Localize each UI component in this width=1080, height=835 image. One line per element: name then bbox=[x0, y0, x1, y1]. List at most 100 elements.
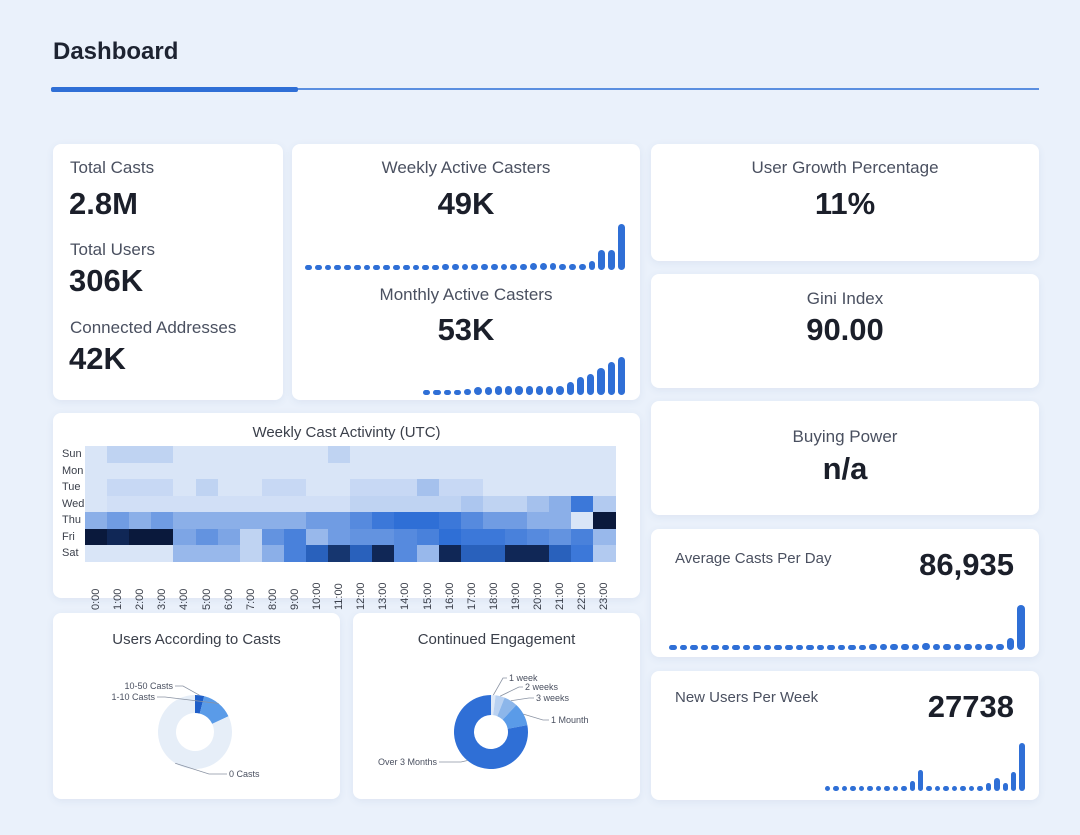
heatmap-cell bbox=[482, 512, 506, 529]
wac-bar bbox=[363, 265, 371, 270]
heatmap-cell bbox=[328, 495, 351, 513]
heatmap-cell bbox=[571, 545, 594, 562]
new-users-bar bbox=[968, 786, 975, 791]
heatmap-hour-label: 10:00 bbox=[311, 581, 323, 610]
heatmap-cell bbox=[129, 528, 152, 546]
heatmap-cell bbox=[571, 512, 594, 529]
heatmap-hour-label: 23:00 bbox=[598, 581, 611, 610]
heatmap-cell bbox=[195, 545, 219, 562]
header-divider bbox=[51, 88, 1039, 90]
average-casts-value: 86,935 bbox=[919, 547, 1014, 582]
heatmap-day-label: Sat bbox=[62, 547, 79, 559]
heatmap-cell bbox=[593, 446, 616, 463]
mac-sparkline bbox=[423, 357, 625, 395]
wac-bar bbox=[383, 265, 391, 270]
wac-bar bbox=[314, 265, 322, 270]
wac-bar bbox=[334, 265, 342, 270]
heatmap-cell bbox=[549, 495, 572, 513]
mac-bar bbox=[525, 385, 533, 395]
average-casts-label: Average Casts Per Day bbox=[675, 550, 832, 567]
new-users-bar bbox=[833, 786, 839, 791]
heatmap-cell bbox=[350, 495, 373, 513]
heatmap-cell bbox=[85, 495, 108, 513]
wac-bar bbox=[393, 265, 400, 270]
heatmap-cell bbox=[372, 446, 395, 463]
mac-bar bbox=[597, 367, 605, 395]
engagement-svg-label: 1 Mounth bbox=[551, 715, 589, 725]
average-casts-bar bbox=[922, 643, 930, 650]
heatmap-cell bbox=[328, 479, 351, 496]
wac-sparkline bbox=[305, 224, 625, 270]
wac-bar bbox=[353, 265, 361, 270]
heatmap-cell bbox=[328, 446, 351, 463]
totals-card: Total Casts 2.8M Total Users 306K Connec… bbox=[53, 144, 283, 400]
heatmap-title: Weekly Cast Activinty (UTC) bbox=[252, 424, 441, 441]
new-users-bar bbox=[977, 786, 983, 791]
wac-label: Weekly Active Casters bbox=[381, 158, 551, 177]
new-users-bar bbox=[875, 786, 882, 791]
heatmap-cell bbox=[571, 479, 594, 496]
average-casts-bar bbox=[1006, 638, 1015, 650]
heatmap-cell bbox=[151, 446, 174, 463]
heatmap-cell bbox=[85, 479, 108, 496]
mac-bar bbox=[423, 390, 431, 395]
heatmap-cell bbox=[394, 512, 417, 529]
average-casts-bar bbox=[774, 645, 783, 650]
heatmap-cell bbox=[328, 512, 351, 529]
heatmap-cell bbox=[438, 528, 462, 546]
engagement-card: Continued Engagement 1 week 2 weeks 3 week… bbox=[353, 613, 640, 799]
mac-bar bbox=[494, 385, 502, 395]
heatmap-cell bbox=[173, 479, 196, 496]
buying-power-label: Buying Power bbox=[792, 427, 898, 446]
wac-bar bbox=[422, 265, 430, 270]
heatmap-hour-label: 7:00 bbox=[244, 588, 257, 610]
heatmap-hour-label: 1:00 bbox=[112, 588, 125, 610]
heatmap-cell bbox=[261, 528, 285, 546]
users-casts-svg-slice bbox=[195, 695, 205, 714]
heatmap-hour-label: 12:00 bbox=[355, 581, 368, 610]
average-casts-bar bbox=[721, 645, 730, 650]
mac-value: 53K bbox=[437, 312, 495, 347]
heatmap-cell bbox=[438, 462, 462, 480]
heatmap-cell bbox=[107, 545, 130, 562]
engagement-svg-leader-line bbox=[500, 686, 523, 697]
new-users-bar bbox=[926, 786, 932, 791]
wac-bar bbox=[481, 264, 488, 270]
new-users-bar bbox=[867, 786, 873, 791]
heatmap-hour-label: 6:00 bbox=[222, 588, 235, 610]
heatmap-cell bbox=[173, 545, 196, 562]
wac-bar bbox=[490, 264, 498, 270]
wac-bar bbox=[461, 264, 469, 270]
heatmap-cell bbox=[372, 479, 395, 496]
heatmap-cell bbox=[217, 446, 241, 463]
heatmap-cell bbox=[593, 528, 616, 546]
average-casts-bar bbox=[753, 645, 761, 650]
mac-bar bbox=[607, 362, 615, 395]
heatmap-hour-label: 21:00 bbox=[554, 581, 567, 610]
heatmap-cell bbox=[173, 512, 196, 529]
heatmap-cell bbox=[283, 495, 307, 513]
new-users-bar bbox=[858, 786, 865, 791]
heatmap-cell bbox=[261, 446, 285, 463]
heatmap-hour-label: 18:00 bbox=[487, 581, 500, 610]
heatmap-cell bbox=[482, 479, 506, 496]
new-users-label: New Users Per Week bbox=[675, 689, 819, 706]
wac-bar bbox=[451, 264, 459, 270]
mac-bar bbox=[556, 385, 564, 395]
engagement-svg-leader-line bbox=[523, 713, 549, 721]
wac-bar bbox=[529, 263, 537, 270]
heatmap-cell bbox=[438, 446, 462, 463]
new-users-bar bbox=[951, 786, 958, 791]
heatmap-hour-label: 5:00 bbox=[200, 588, 213, 610]
heatmap-cell bbox=[239, 479, 263, 496]
new-users-bar bbox=[943, 786, 949, 791]
heatmap-cell bbox=[107, 528, 130, 546]
heatmap-cell bbox=[438, 545, 462, 562]
wac-bar bbox=[500, 264, 508, 270]
mac-bar bbox=[587, 373, 595, 395]
average-casts-bar bbox=[953, 644, 962, 650]
wac-bar bbox=[549, 263, 557, 270]
average-casts-bar bbox=[848, 645, 856, 650]
new-users-bar bbox=[1002, 782, 1008, 791]
average-casts-bar bbox=[932, 644, 941, 650]
